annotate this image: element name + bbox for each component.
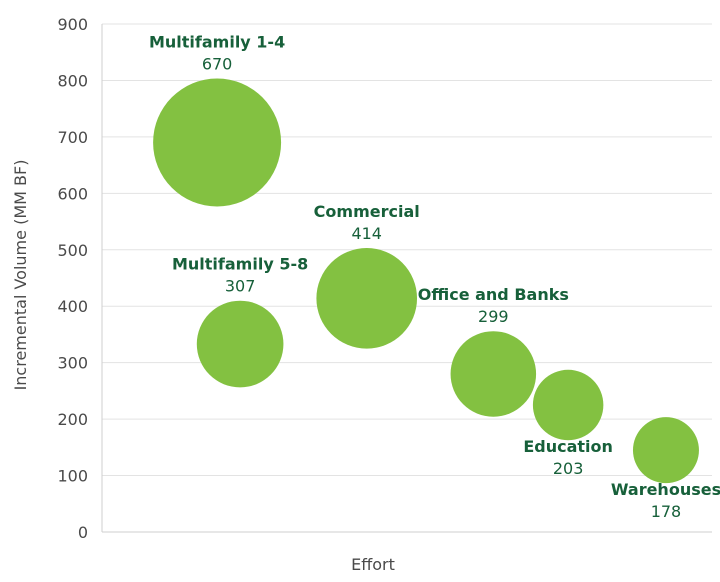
bubble-value-label: 307 (225, 277, 256, 296)
y-tick-label: 800 (57, 71, 88, 90)
y-tick-label: 0 (78, 523, 88, 542)
bubble (532, 369, 604, 441)
bubble-value-label: 670 (202, 55, 233, 74)
x-axis-title: Effort (351, 555, 395, 574)
bubble-name-label: Education (523, 437, 613, 456)
bubbles (153, 78, 699, 484)
y-tick-label: 700 (57, 128, 88, 147)
bubble (196, 300, 284, 388)
bubble (450, 331, 537, 417)
y-tick-label: 300 (57, 354, 88, 373)
bubble-labels: Multifamily 1-4 670 Multifamily 5-8 307 Comm… (149, 33, 720, 522)
bubble-name-label: Multifamily 1-4 (149, 33, 285, 52)
y-tick-label: 400 (57, 297, 88, 316)
y-axis-ticks: 0 100 200 300 400 500 600 700 800 900 (57, 15, 88, 542)
bubble (316, 248, 418, 349)
y-tick-label: 600 (57, 184, 88, 203)
y-tick-label: 900 (57, 15, 88, 34)
bubble (632, 417, 699, 484)
bubble-value-label: 414 (351, 224, 382, 243)
bubble-value-label: 203 (553, 459, 584, 478)
bubble-value-label: 299 (478, 307, 509, 326)
y-tick-label: 200 (57, 410, 88, 429)
y-tick-label: 500 (57, 241, 88, 260)
bubble-name-label: Commercial (314, 202, 420, 221)
y-axis-title: Incremental Volume (MM BF) (11, 160, 30, 391)
bubble-name-label: Multifamily 5-8 (172, 255, 308, 274)
y-tick-label: 100 (57, 467, 88, 486)
bubble-name-label: Warehouses (611, 480, 720, 499)
bubble (153, 78, 282, 207)
bubble-value-label: 178 (651, 502, 682, 521)
bubble-name-label: Office and Banks (418, 285, 569, 304)
